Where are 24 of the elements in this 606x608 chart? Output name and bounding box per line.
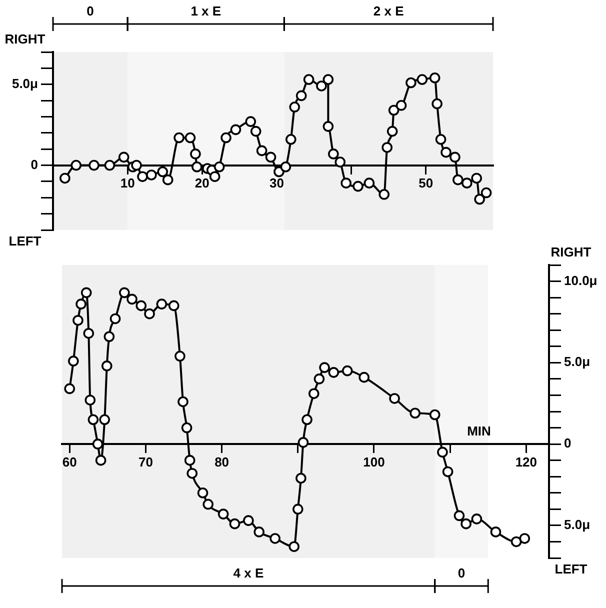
y-tick-label: 5.0μ <box>564 354 590 370</box>
x-tick-label: 120 <box>515 454 538 470</box>
band-label: 0 <box>86 4 94 19</box>
annotation: MIN <box>467 424 491 439</box>
x-tick-label: 20 <box>194 176 210 191</box>
x-tick-label: 60 <box>62 454 77 470</box>
x-tick-label: 80 <box>214 454 230 470</box>
y-tick-label: 5.0μ <box>564 517 590 532</box>
band-label: 0 <box>458 566 466 581</box>
text: LEFT <box>554 562 588 577</box>
y-tick-label: 0 <box>564 436 572 451</box>
x-tick-label: 50 <box>418 176 434 191</box>
y-tick-label: 10.0μ <box>564 272 598 288</box>
x-tick-label: 10 <box>120 176 135 191</box>
text: RIGHT <box>4 32 46 47</box>
x-tick-label: 100 <box>363 454 385 470</box>
band-label: 4 x E <box>233 566 264 581</box>
y-tick-label: 5.0μ <box>12 76 38 91</box>
text: RIGHT <box>550 244 592 260</box>
x-tick-label: 70 <box>138 454 153 470</box>
text: LEFT <box>8 234 42 249</box>
x-tick-label: 30 <box>269 176 284 191</box>
band-label: 1 x E <box>190 4 222 19</box>
band-label: 2 x E <box>373 4 404 19</box>
